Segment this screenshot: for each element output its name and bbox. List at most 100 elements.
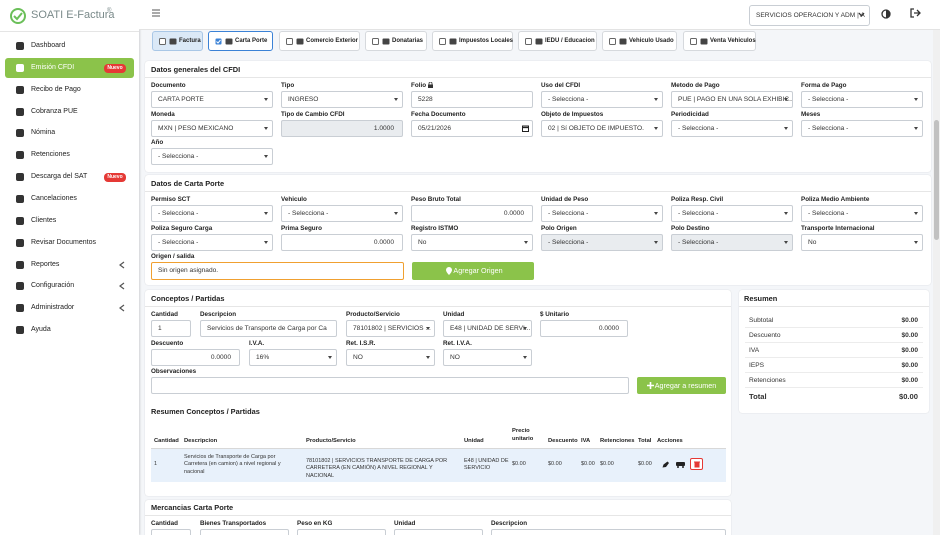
input[interactable]: 5228 (411, 91, 533, 108)
add-origin-button[interactable]: Agregar Origen (412, 262, 534, 280)
select[interactable]: 78101802 | SERVICIOS ... (346, 320, 435, 337)
select[interactable]: CARTA PORTE (151, 91, 273, 108)
input[interactable]: 0.0000 (281, 234, 403, 251)
select[interactable]: - Selecciona - (541, 205, 663, 222)
tab[interactable]: Factura (152, 31, 203, 51)
menu-item[interactable]: Emisión CFDI (31, 63, 75, 71)
field-label: Prima Seguro (281, 225, 322, 232)
select[interactable]: - Selecciona - (541, 91, 663, 108)
menu-active-bg (5, 57, 134, 78)
input[interactable] (151, 377, 629, 394)
company-select[interactable]: SERVICIOS OPERACION Y ADM | A (749, 5, 870, 26)
tab[interactable]: IEDU / Educacion (518, 31, 597, 51)
input[interactable]: 0.0000 (411, 205, 533, 222)
input[interactable] (151, 529, 191, 535)
brand: SOATI E-Factura (31, 9, 115, 21)
tab-icon (535, 38, 543, 45)
tab[interactable]: Comercio Exterior (279, 31, 360, 51)
menu-item[interactable]: Cancelaciones (31, 194, 77, 202)
select[interactable]: - Selecciona - (801, 120, 923, 137)
select-arrow (523, 327, 527, 330)
select[interactable]: - Selecciona - (151, 234, 273, 251)
delete-button[interactable] (690, 458, 703, 470)
select[interactable]: No (411, 234, 533, 251)
input[interactable]: 05/21/2026 (411, 120, 533, 137)
table-cell: $0.00 (638, 461, 652, 468)
menu-item[interactable]: Ayuda (31, 326, 51, 334)
select[interactable]: - Selecciona - (541, 234, 663, 251)
tab[interactable]: Venta Vehiculos (683, 31, 756, 51)
add-summary-button[interactable]: Agregar a resumen (637, 377, 726, 394)
select-arrow (784, 212, 788, 215)
select[interactable]: 02 | Sí OBJETO DE IMPUESTO. (541, 120, 663, 137)
column-header: Unidad (464, 438, 484, 444)
input[interactable]: 1 (151, 320, 191, 337)
input[interactable] (491, 529, 726, 535)
field-label: Descuento (151, 340, 184, 347)
select[interactable]: E48 | UNIDAD DE SERVI... (443, 320, 532, 337)
menu-item[interactable]: Clientes (31, 216, 57, 224)
table-row-bg (151, 449, 726, 482)
select[interactable]: - Selecciona - (801, 205, 923, 222)
card-divider (145, 306, 731, 307)
select[interactable]: 16% (249, 349, 337, 366)
tab-icon (296, 38, 304, 45)
menu-item[interactable]: Recibo de Pago (31, 85, 81, 93)
select[interactable]: - Selecciona - (801, 91, 923, 108)
field-label: Moneda (151, 111, 175, 118)
input[interactable] (394, 529, 483, 535)
select-arrow (914, 241, 918, 244)
tab[interactable]: Impuestos Locales (432, 31, 513, 51)
tab-checkbox (439, 38, 446, 45)
menu-item[interactable]: Administrador (31, 304, 75, 312)
select[interactable]: MXN | PESO MEXICANO (151, 120, 273, 137)
summary-divider (745, 387, 923, 388)
select[interactable]: - Selecciona - (671, 120, 793, 137)
select[interactable]: - Selecciona - (671, 234, 793, 251)
field-label: Peso en KG (297, 520, 333, 527)
select[interactable]: - Selecciona - (151, 205, 273, 222)
input[interactable]: 0.0000 (540, 320, 628, 337)
select[interactable]: - Selecciona - (281, 205, 403, 222)
tab[interactable]: Vehiculo Usado (602, 31, 677, 51)
menu-item[interactable]: Configuración (31, 282, 75, 290)
menu-icon (16, 42, 24, 50)
select[interactable]: INGRESO (281, 91, 403, 108)
menu-item[interactable]: Reportes (31, 260, 60, 268)
select-arrow (784, 127, 788, 130)
field-label: Producto/Servicio (346, 311, 400, 318)
input[interactable]: Servicios de Transporte de Carga por Ca (200, 320, 337, 337)
menu-item[interactable]: Retenciones (31, 151, 70, 159)
pin-icon (446, 267, 452, 275)
menu-item[interactable]: Cobranza PUE (31, 107, 78, 115)
menu-item[interactable]: Dashboard (31, 42, 66, 49)
select[interactable]: No (801, 234, 923, 251)
select-arrow (654, 127, 658, 130)
menu-item[interactable]: Descarga del SAT (31, 173, 88, 181)
field-label: Unidad (394, 520, 416, 527)
trash-icon (694, 461, 700, 468)
tab-label: Donatarias (392, 38, 424, 44)
field-label: Descripcion (200, 311, 237, 318)
tab[interactable]: Donatarias (365, 31, 427, 51)
tab[interactable]: Carta Porte (208, 31, 273, 51)
select[interactable]: - Selecciona - (151, 148, 273, 165)
card-divider (145, 191, 931, 192)
select[interactable]: - Selecciona - (671, 205, 793, 222)
column-header: Total (638, 438, 652, 444)
tab-icon (169, 38, 177, 45)
menu-item[interactable]: Nómina (31, 129, 56, 137)
menu-item[interactable]: Revisar Documentos (31, 238, 96, 246)
summary-value: $0.00 (901, 332, 918, 339)
field-label: I.V.A. (249, 340, 265, 347)
input[interactable] (200, 529, 289, 535)
input[interactable] (297, 529, 386, 535)
input[interactable]: 0.0000 (151, 349, 240, 366)
select[interactable]: PUE | PAGO EN UNA SOLA EXHIBIC... (671, 91, 793, 108)
select[interactable]: NO (443, 349, 532, 366)
summary-label: Descuento (749, 332, 781, 339)
tab-label: Venta Vehiculos (710, 38, 756, 44)
input[interactable]: 1.0000 (281, 120, 403, 137)
menu-icon (16, 151, 24, 160)
select[interactable]: NO (346, 349, 435, 366)
